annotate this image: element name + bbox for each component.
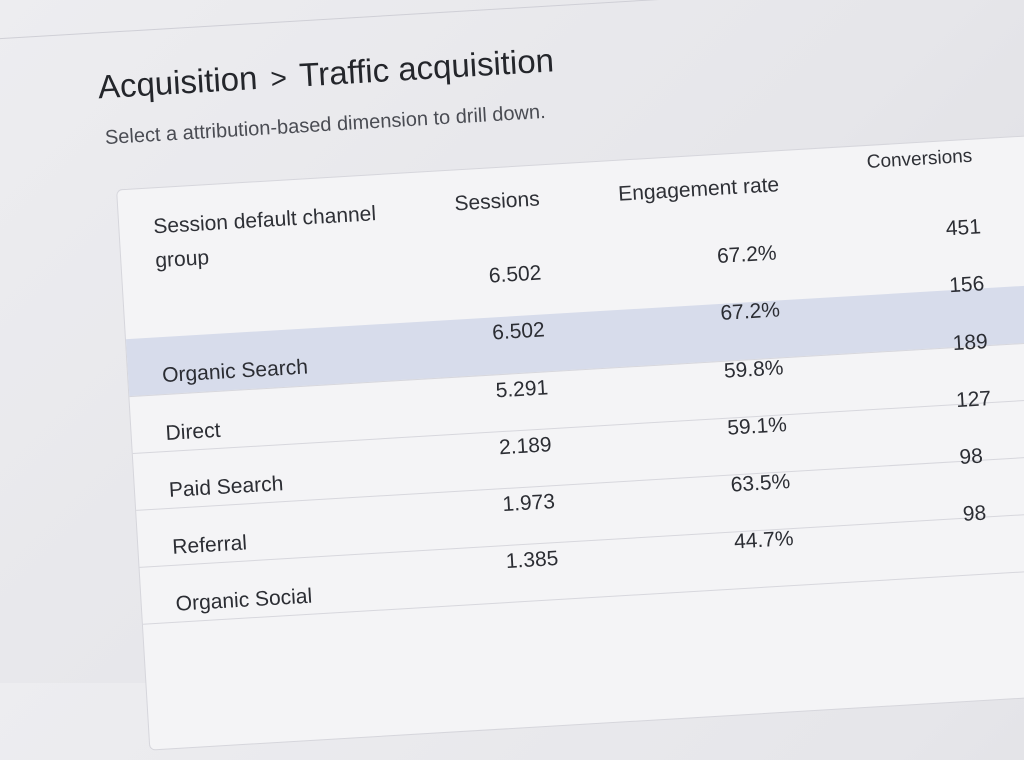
row-conversions: 98 bbox=[958, 444, 984, 469]
row-sessions: 1.385 bbox=[505, 546, 559, 574]
row-conversions: 189 bbox=[952, 330, 989, 356]
column-header-engagement-rate[interactable]: Engagement rate bbox=[617, 173, 780, 206]
data-table: Session default channel group Sessions E… bbox=[116, 132, 1024, 751]
column-header-sessions[interactable]: Sessions bbox=[453, 187, 541, 216]
row-channel[interactable]: Organic Social bbox=[175, 584, 313, 616]
page-title: Acquisition > Traffic acquisition bbox=[97, 41, 555, 106]
breadcrumb-parent[interactable]: Acquisition bbox=[96, 59, 259, 106]
breadcrumb-separator-icon: > bbox=[269, 62, 288, 95]
row-channel[interactable]: Referral bbox=[171, 531, 248, 559]
breadcrumb-current: Traffic acquisition bbox=[298, 41, 555, 94]
row-engagement-rate: 44.7% bbox=[733, 526, 795, 554]
page-subtitle: Select a attribution-based dimension to … bbox=[104, 100, 547, 150]
row-channel[interactable]: Paid Search bbox=[168, 472, 284, 502]
summary-engagement-rate: 67.2% bbox=[716, 241, 778, 268]
row-channel[interactable]: Organic Search bbox=[161, 355, 309, 388]
column-header-conversions[interactable]: Conversions bbox=[866, 145, 973, 173]
row-conversions: 156 bbox=[948, 272, 985, 298]
column-header-channel[interactable]: Session default channel group bbox=[152, 202, 377, 273]
summary-conversions: 451 bbox=[945, 215, 982, 241]
row-engagement-rate: 67.2% bbox=[719, 298, 781, 325]
row-conversions: 127 bbox=[955, 387, 992, 413]
row-sessions: 2.189 bbox=[498, 433, 553, 460]
header-divider bbox=[0, 0, 1024, 42]
row-sessions: 1.973 bbox=[501, 490, 556, 517]
summary-sessions: 6.502 bbox=[488, 261, 543, 288]
row-engagement-rate: 59.1% bbox=[726, 413, 788, 440]
row-channel[interactable]: Direct bbox=[164, 418, 222, 446]
row-conversions: 98 bbox=[962, 501, 987, 526]
row-sessions: 5.291 bbox=[495, 376, 549, 403]
row-engagement-rate: 63.5% bbox=[730, 470, 791, 497]
row-sessions: 6.502 bbox=[491, 318, 546, 345]
row-engagement-rate: 59.8% bbox=[723, 356, 785, 383]
